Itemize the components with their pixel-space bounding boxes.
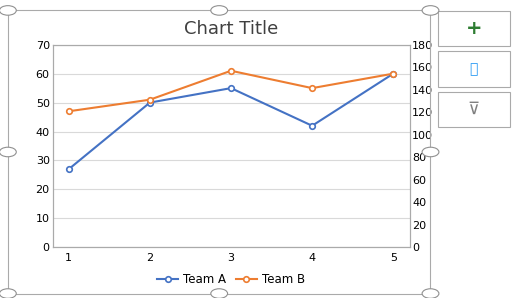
- Team B: [309, 86, 316, 90]
- Text: ⊽: ⊽: [468, 100, 480, 118]
- Team B: [390, 72, 396, 75]
- Bar: [8, 10, 430, 294]
- Team A: [66, 167, 72, 171]
- Circle shape: [211, 289, 228, 298]
- Team B: [66, 109, 72, 113]
- Team B: [146, 98, 153, 102]
- Circle shape: [0, 147, 16, 157]
- Circle shape: [422, 147, 439, 157]
- Circle shape: [211, 6, 228, 15]
- Team A: [390, 72, 396, 75]
- FancyBboxPatch shape: [438, 52, 510, 86]
- Team A: [228, 86, 234, 90]
- Line: Team A: Team A: [66, 71, 396, 172]
- Text: 🖌: 🖌: [470, 62, 478, 76]
- Line: Team B: Team B: [66, 68, 396, 114]
- Title: Chart Title: Chart Title: [184, 20, 278, 38]
- Text: +: +: [466, 19, 482, 38]
- Circle shape: [422, 289, 439, 298]
- Team A: [309, 124, 316, 128]
- Circle shape: [0, 6, 16, 15]
- Team B: [228, 69, 234, 72]
- Circle shape: [0, 289, 16, 298]
- FancyBboxPatch shape: [438, 11, 510, 46]
- Circle shape: [422, 6, 439, 15]
- Legend: Team A, Team B: Team A, Team B: [153, 268, 309, 291]
- FancyBboxPatch shape: [438, 91, 510, 127]
- Team A: [146, 101, 153, 104]
